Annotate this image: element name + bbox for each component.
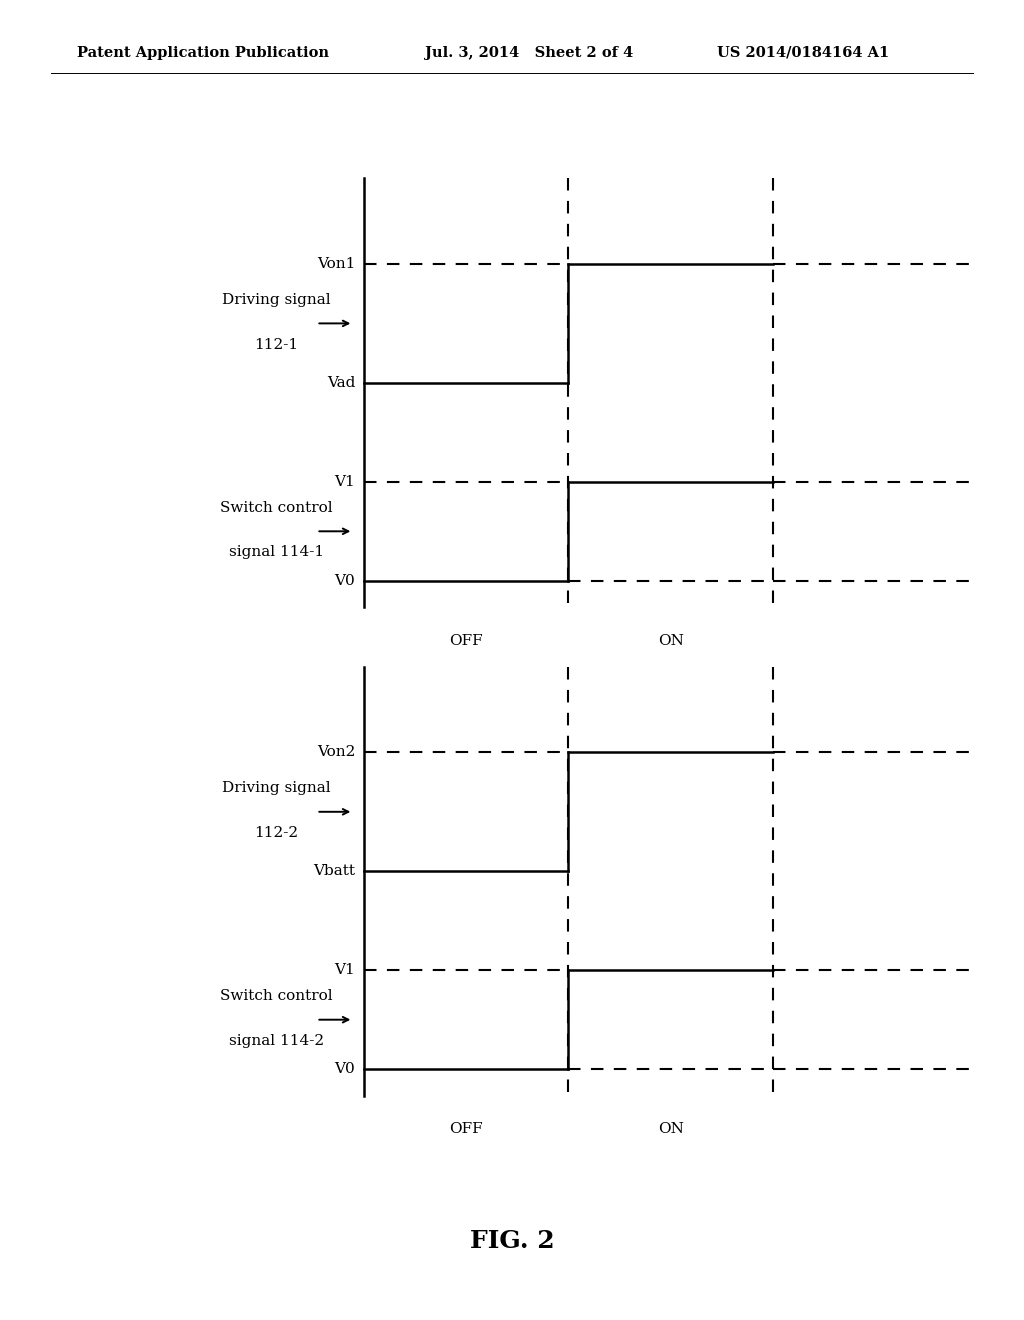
- Text: V0: V0: [335, 574, 355, 587]
- Text: Vad: Vad: [327, 376, 355, 389]
- Text: Switch control: Switch control: [220, 989, 333, 1003]
- Text: signal 114-2: signal 114-2: [229, 1034, 324, 1048]
- Text: US 2014/0184164 A1: US 2014/0184164 A1: [717, 46, 889, 59]
- Text: signal 114-1: signal 114-1: [229, 545, 324, 560]
- Text: Driving signal: Driving signal: [222, 293, 331, 306]
- Text: 112-2: 112-2: [254, 826, 299, 840]
- Text: Driving signal: Driving signal: [222, 781, 331, 795]
- Text: ON: ON: [657, 634, 684, 648]
- Text: Vbatt: Vbatt: [313, 865, 355, 878]
- Text: V0: V0: [335, 1063, 355, 1076]
- Text: Patent Application Publication: Patent Application Publication: [77, 46, 329, 59]
- Text: OFF: OFF: [450, 1122, 482, 1137]
- Text: OFF: OFF: [450, 634, 482, 648]
- Text: Von2: Von2: [317, 746, 355, 759]
- Text: Jul. 3, 2014   Sheet 2 of 4: Jul. 3, 2014 Sheet 2 of 4: [425, 46, 633, 59]
- Text: FIG. 2: FIG. 2: [470, 1229, 554, 1253]
- Text: Switch control: Switch control: [220, 500, 333, 515]
- Text: Von1: Von1: [317, 257, 355, 271]
- Text: V1: V1: [335, 964, 355, 977]
- Text: ON: ON: [657, 1122, 684, 1137]
- Text: 112-1: 112-1: [254, 338, 299, 351]
- Text: V1: V1: [335, 475, 355, 488]
